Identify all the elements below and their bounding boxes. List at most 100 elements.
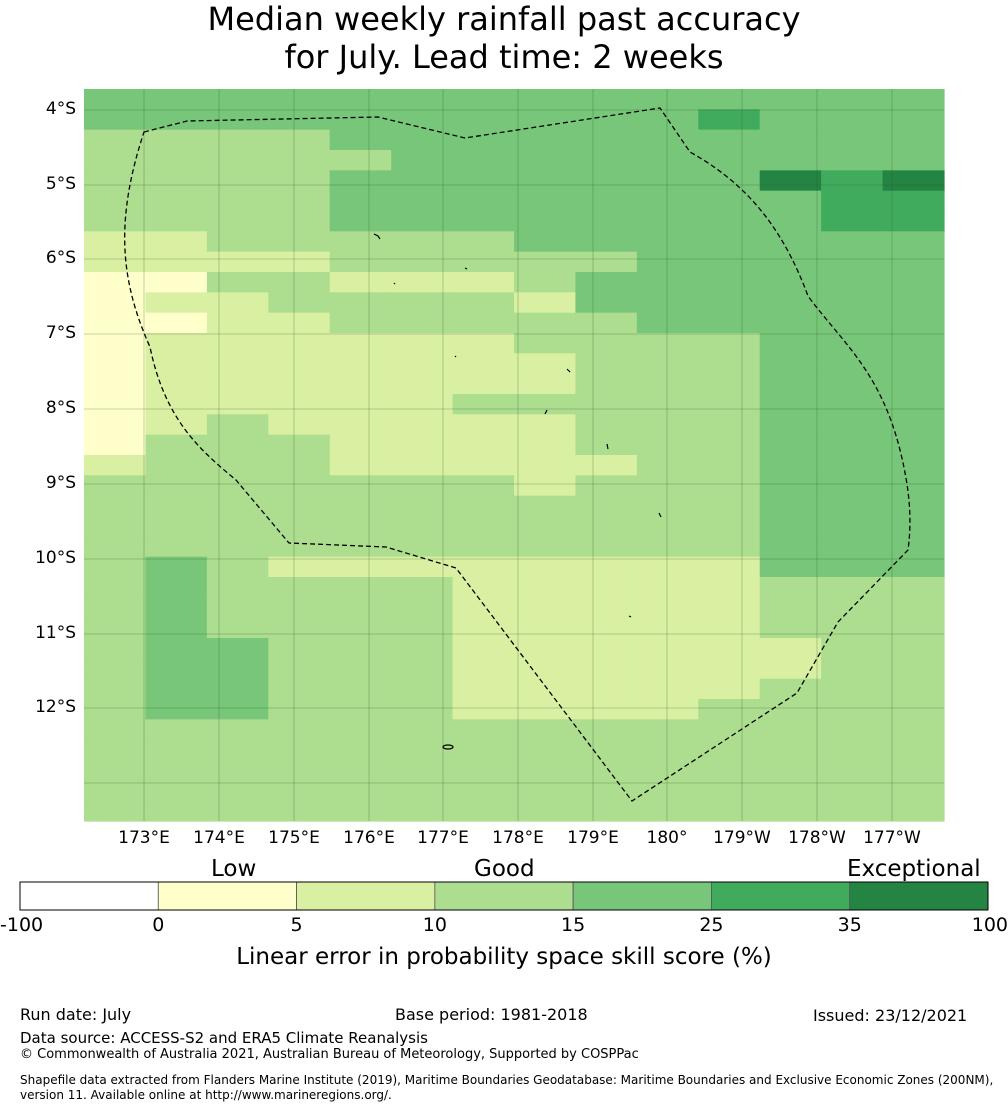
grid-cell <box>268 353 331 375</box>
grid-cell <box>329 678 392 700</box>
grid-cell <box>698 251 761 273</box>
grid-cell <box>145 190 208 212</box>
grid-cell <box>206 678 269 700</box>
grid-cell <box>84 617 147 639</box>
issued-date: Issued: 23/12/2021 <box>813 1006 968 1025</box>
grid-cell <box>452 556 515 578</box>
grid-cell <box>514 89 577 110</box>
grid-cell <box>268 638 331 659</box>
grid-cell <box>391 455 454 476</box>
grid-cell <box>698 556 761 578</box>
grid-cell <box>452 251 515 273</box>
grid-cell <box>882 800 945 822</box>
grid-cell <box>514 739 577 761</box>
grid-cell <box>206 597 269 619</box>
grid-cell <box>452 638 515 659</box>
grid-cell <box>452 719 515 741</box>
grid-cell <box>575 638 638 659</box>
grid-cell <box>575 89 638 110</box>
grid-cell <box>575 536 638 558</box>
grid-cell <box>759 577 822 598</box>
grid-cell <box>575 678 638 700</box>
grid-cell <box>575 109 638 131</box>
grid-cell <box>206 719 269 741</box>
grid-cell <box>821 211 884 232</box>
grid-cell <box>391 719 454 741</box>
grid-cell <box>206 760 269 781</box>
grid-cell <box>391 536 454 558</box>
grid-cell <box>391 190 454 212</box>
grid-cell <box>882 272 945 293</box>
grid-cell <box>759 414 822 436</box>
grid-cell <box>329 597 392 619</box>
grid-cell <box>452 597 515 619</box>
grid-cell <box>145 739 208 761</box>
grid-cell <box>206 495 269 517</box>
grid-cell <box>636 658 699 680</box>
grid-cell <box>145 760 208 781</box>
grid-cell <box>698 516 761 537</box>
grid-cell <box>636 577 699 598</box>
grid-cell <box>329 800 392 822</box>
category-exceptional: Exceptional <box>847 856 981 882</box>
grid-cell <box>636 638 699 659</box>
grid-cell <box>882 495 945 517</box>
graticule <box>84 89 944 821</box>
grid-cell <box>268 109 331 131</box>
grid-cell <box>268 129 331 151</box>
grid-cell <box>821 434 884 456</box>
grid-cell <box>145 272 208 293</box>
grid-cell <box>759 211 822 232</box>
grid-cell <box>821 699 884 720</box>
grid-cell <box>759 272 822 293</box>
grid-cell <box>882 333 945 354</box>
grid-cell <box>391 333 454 354</box>
grid-cell <box>698 292 761 314</box>
grid-cell <box>698 312 761 334</box>
grid-cell <box>514 597 577 619</box>
grid-cell <box>268 312 331 334</box>
grid-cell <box>759 739 822 761</box>
grid-cell <box>391 475 454 497</box>
colorbar-tick-label: 0 <box>152 914 165 936</box>
grid-cell <box>821 170 884 192</box>
grid-cell <box>882 516 945 537</box>
grid-cell <box>329 577 392 598</box>
grid-cell <box>329 150 392 171</box>
grid-cell <box>575 170 638 192</box>
grid-cell <box>391 292 454 314</box>
grid-cell <box>268 699 331 720</box>
grid-cell <box>514 292 577 314</box>
grid-cell <box>268 536 331 558</box>
grid-cell <box>575 373 638 395</box>
grid-cell <box>268 597 331 619</box>
grid-cell <box>391 638 454 659</box>
grid-cell <box>145 394 208 415</box>
grid-cell <box>84 333 147 354</box>
grid-cell <box>145 678 208 700</box>
grid-cell <box>84 638 147 659</box>
latitude-label: 8°S <box>45 398 76 418</box>
grid-cell <box>206 353 269 375</box>
grid-cell <box>391 373 454 395</box>
grid-cell <box>391 617 454 639</box>
grid-cell <box>575 211 638 232</box>
grid-cell <box>206 373 269 395</box>
grid-cell <box>575 577 638 598</box>
grid-cell <box>206 780 269 802</box>
colorbar-tick-label: 5 <box>290 914 303 936</box>
grid-cell <box>698 739 761 761</box>
grid-cell <box>391 414 454 436</box>
grid-cell <box>268 251 331 273</box>
grid-cell <box>821 516 884 537</box>
grid-cell <box>84 678 147 700</box>
grid-cell <box>514 333 577 354</box>
grid-cell <box>145 556 208 578</box>
grid-cell <box>514 109 577 131</box>
grid-cell <box>636 333 699 354</box>
grid-cell <box>636 353 699 375</box>
grid-cell <box>145 699 208 720</box>
grid-cell <box>391 150 454 171</box>
skill-grid <box>84 89 945 822</box>
grid-cell <box>84 739 147 761</box>
